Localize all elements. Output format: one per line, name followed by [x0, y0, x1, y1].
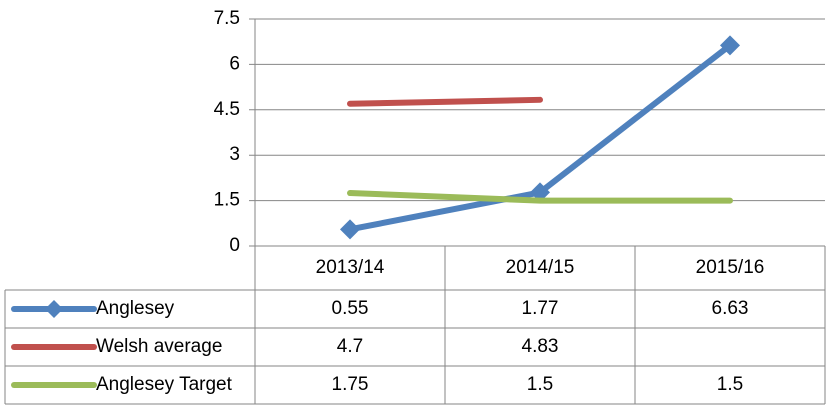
table-value: 4.7: [337, 336, 363, 357]
table-value: 1.5: [717, 374, 743, 395]
table-value: 1.5: [527, 374, 553, 395]
x-tick-label: 2015/16: [696, 257, 765, 278]
table-value: 0.55: [332, 298, 369, 319]
marker: [340, 219, 360, 240]
marker: [45, 300, 63, 318]
table-value: 6.63: [712, 298, 749, 319]
marker: [720, 35, 740, 56]
table-value: 1.77: [522, 298, 559, 319]
y-tick-label: 3: [229, 144, 240, 165]
series-line: [347, 190, 733, 204]
legend-label: Anglesey: [96, 298, 175, 319]
series-line: [347, 96, 543, 107]
y-tick-label: 7.5: [214, 8, 240, 29]
y-tick-label: 1.5: [214, 190, 240, 211]
y-tick-label: 0: [229, 235, 240, 256]
y-tick-label: 6: [229, 53, 240, 74]
table-value: 1.75: [332, 374, 369, 395]
y-tick-label: 4.5: [214, 99, 240, 120]
x-tick-label: 2013/14: [316, 257, 385, 278]
table-value: 4.83: [522, 336, 559, 357]
x-tick-label: 2014/15: [506, 257, 575, 278]
legend-label: Welsh average: [96, 336, 222, 357]
legend-label: Anglesey Target: [96, 374, 233, 395]
